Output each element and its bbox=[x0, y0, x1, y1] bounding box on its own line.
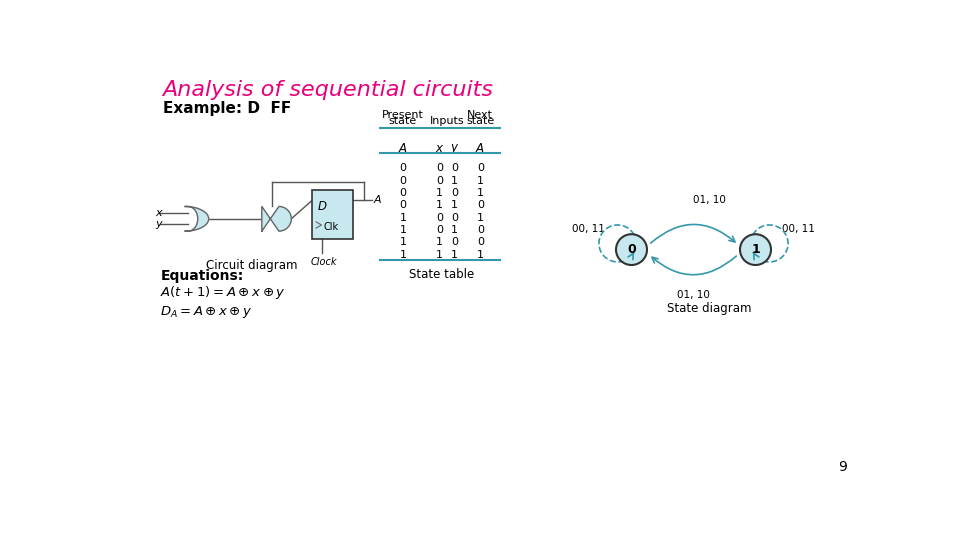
Text: 1: 1 bbox=[477, 213, 484, 222]
Text: 1: 1 bbox=[399, 225, 406, 235]
Text: 0: 0 bbox=[451, 164, 458, 173]
Text: D: D bbox=[318, 200, 326, 213]
Text: $x$: $x$ bbox=[435, 142, 444, 155]
Polygon shape bbox=[262, 206, 291, 231]
Text: 0: 0 bbox=[399, 188, 406, 198]
Text: Inputs: Inputs bbox=[430, 117, 465, 126]
Text: 0: 0 bbox=[436, 176, 443, 186]
Text: 0: 0 bbox=[399, 200, 406, 210]
Text: 1: 1 bbox=[451, 249, 458, 260]
Text: 1: 1 bbox=[399, 213, 406, 222]
Circle shape bbox=[616, 234, 647, 265]
Text: 1: 1 bbox=[399, 249, 406, 260]
Text: 01, 10: 01, 10 bbox=[677, 289, 710, 300]
Text: 1: 1 bbox=[751, 243, 760, 256]
Text: 0: 0 bbox=[399, 176, 406, 186]
FancyBboxPatch shape bbox=[312, 190, 352, 239]
Text: state: state bbox=[389, 117, 417, 126]
Text: A: A bbox=[373, 195, 381, 205]
Text: state: state bbox=[467, 117, 494, 126]
Text: x: x bbox=[155, 208, 161, 218]
Text: Clock: Clock bbox=[311, 257, 337, 267]
Text: Circuit diagram: Circuit diagram bbox=[206, 259, 298, 272]
Text: $A$: $A$ bbox=[398, 142, 408, 155]
Text: y: y bbox=[155, 219, 161, 229]
Text: 0: 0 bbox=[477, 164, 484, 173]
Text: $A(t + 1) = A \oplus x \oplus y$: $A(t + 1) = A \oplus x \oplus y$ bbox=[160, 284, 286, 301]
Text: 0: 0 bbox=[477, 225, 484, 235]
Text: 1: 1 bbox=[436, 188, 443, 198]
Text: 00, 11: 00, 11 bbox=[572, 224, 606, 234]
Text: 1: 1 bbox=[436, 200, 443, 210]
Text: 1: 1 bbox=[436, 249, 443, 260]
Text: State table: State table bbox=[409, 268, 474, 281]
Text: 0: 0 bbox=[451, 213, 458, 222]
Text: 1: 1 bbox=[477, 176, 484, 186]
Text: 0: 0 bbox=[436, 164, 443, 173]
Text: Next: Next bbox=[468, 110, 493, 120]
Text: 0: 0 bbox=[451, 237, 458, 247]
Text: Equations:: Equations: bbox=[160, 269, 244, 283]
Text: 1: 1 bbox=[477, 249, 484, 260]
Text: $y$: $y$ bbox=[450, 142, 460, 156]
Text: 1: 1 bbox=[451, 225, 458, 235]
Text: 0: 0 bbox=[627, 243, 636, 256]
Text: State diagram: State diagram bbox=[667, 302, 752, 315]
Text: 1: 1 bbox=[399, 237, 406, 247]
Text: Analysis of sequential circuits: Analysis of sequential circuits bbox=[162, 80, 493, 100]
Text: $A$: $A$ bbox=[475, 142, 486, 155]
Text: 0: 0 bbox=[436, 225, 443, 235]
Circle shape bbox=[740, 234, 771, 265]
Text: 01, 10: 01, 10 bbox=[692, 195, 726, 205]
Text: $D_A = A \oplus x \oplus y$: $D_A = A \oplus x \oplus y$ bbox=[160, 303, 252, 320]
Text: 0: 0 bbox=[451, 188, 458, 198]
Text: 0: 0 bbox=[477, 200, 484, 210]
Text: 0: 0 bbox=[399, 164, 406, 173]
Text: 9: 9 bbox=[838, 461, 847, 475]
Text: 0: 0 bbox=[436, 213, 443, 222]
Text: Clk: Clk bbox=[324, 222, 338, 232]
Text: 1: 1 bbox=[451, 200, 458, 210]
Text: 00, 11: 00, 11 bbox=[781, 224, 815, 234]
Text: 0: 0 bbox=[477, 237, 484, 247]
Text: 1: 1 bbox=[436, 237, 443, 247]
Text: 1: 1 bbox=[477, 188, 484, 198]
Polygon shape bbox=[184, 206, 208, 231]
Text: Present: Present bbox=[382, 110, 423, 120]
Text: Example: D  FF: Example: D FF bbox=[162, 101, 291, 116]
Text: 1: 1 bbox=[451, 176, 458, 186]
